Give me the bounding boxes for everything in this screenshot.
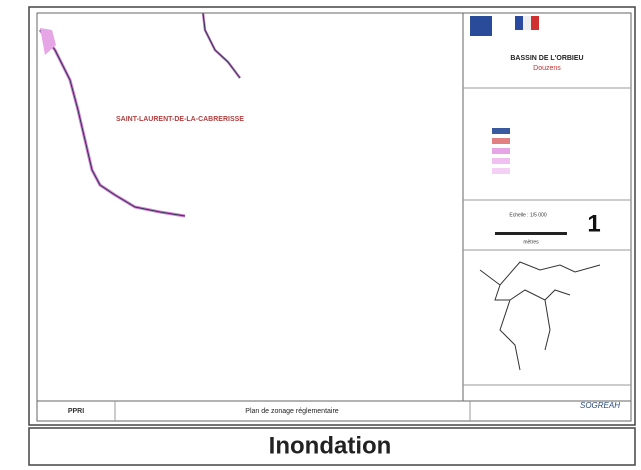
- flag: [523, 16, 531, 30]
- overview-network: [479, 261, 601, 371]
- place-label: SAINT-LAURENT-DE-LA-CABRERISSE: [116, 116, 244, 123]
- banner-frame: [28, 427, 636, 466]
- footer-caption: Plan de zonage réglementaire: [245, 408, 339, 415]
- panel-subtitle: Douzens: [533, 65, 561, 72]
- footer-code: PPRI: [68, 408, 84, 415]
- legend-swatch: [492, 168, 510, 174]
- legend-swatch: [492, 138, 510, 144]
- scale-bar: [495, 232, 567, 235]
- scale-number: 1: [587, 210, 600, 237]
- flag: [515, 16, 523, 30]
- scale-unit: mètres: [523, 239, 539, 245]
- company-logo: SOGREAH: [580, 401, 620, 410]
- flood-zone: [40, 28, 56, 55]
- legend-swatch: [492, 128, 510, 134]
- footer-strip: [36, 400, 632, 422]
- panel-title: BASSIN DE L'ORBIEU: [510, 55, 583, 62]
- logo: [470, 16, 492, 36]
- banner-title: Inondation: [269, 432, 392, 459]
- river: [39, 29, 186, 217]
- legend-swatch: [492, 158, 510, 164]
- map-frame: [36, 12, 464, 402]
- river: [202, 12, 241, 79]
- scale-label: Echelle : 1/5 000: [509, 212, 546, 218]
- legend-swatch: [492, 148, 510, 154]
- side-panel: [462, 12, 632, 402]
- flag: [531, 16, 539, 30]
